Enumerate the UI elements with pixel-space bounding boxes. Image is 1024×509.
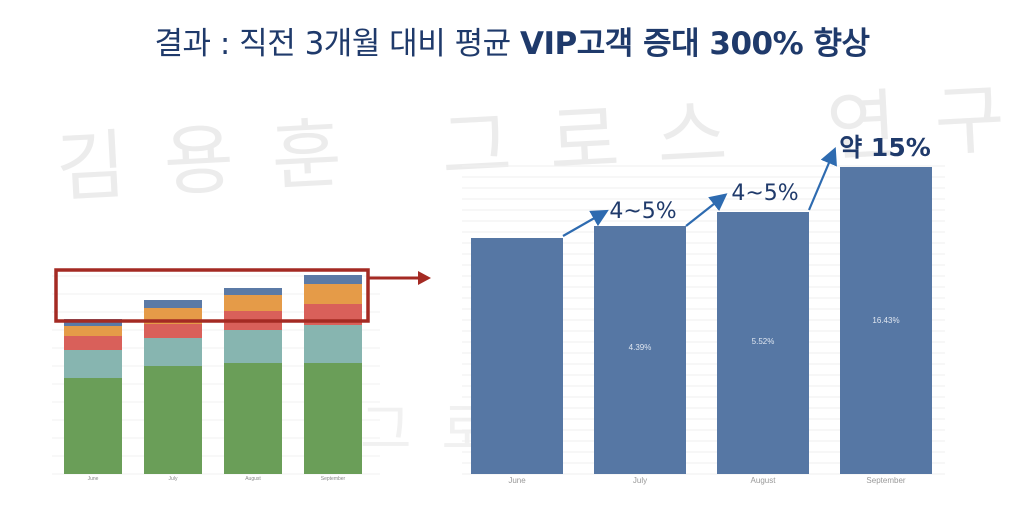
right-bar bbox=[594, 226, 686, 474]
growth-annotation: 4~5% bbox=[731, 181, 798, 206]
left-bar-segment bbox=[64, 336, 122, 350]
left-bar-segment bbox=[144, 324, 202, 338]
right-tick-label: June bbox=[508, 476, 526, 485]
left-bar-segment bbox=[224, 363, 282, 474]
left-bar-segment bbox=[224, 288, 282, 295]
right-tick-label: September bbox=[866, 476, 905, 485]
left-stacked-chart: June July August September bbox=[52, 275, 380, 482]
left-bar-segment bbox=[304, 325, 362, 363]
right-bar bbox=[840, 167, 932, 474]
right-bar bbox=[471, 238, 563, 474]
right-bar-label: 5.52% bbox=[752, 337, 775, 346]
left-bar-segment bbox=[304, 363, 362, 474]
right-bar-chart: June 4.39% July 5.52% August 16.43% September bbox=[462, 165, 945, 485]
growth-annotation: 4~5% bbox=[609, 199, 676, 224]
right-bar bbox=[717, 212, 809, 474]
left-bar-segment bbox=[144, 300, 202, 308]
left-bar-segment bbox=[304, 275, 362, 284]
left-bar-segment bbox=[224, 330, 282, 363]
growth-arrow bbox=[562, 209, 609, 237]
left-tick-label: July bbox=[169, 476, 178, 482]
left-tick-label: June bbox=[88, 476, 99, 482]
right-tick-label: July bbox=[633, 476, 647, 485]
left-bar-segment bbox=[64, 326, 122, 336]
growth-arrow bbox=[685, 193, 728, 227]
left-bar-segment bbox=[144, 338, 202, 366]
left-bar-segment bbox=[304, 284, 362, 304]
left-tick-label: August bbox=[245, 476, 261, 482]
right-tick-label: August bbox=[751, 476, 777, 485]
right-bar-label: 16.43% bbox=[872, 316, 899, 325]
slide-title: 결과 : 직전 3개월 대비 평균 VIP고객 증대 300% 향상 bbox=[0, 18, 1024, 63]
right-bar-label: 4.39% bbox=[629, 343, 652, 352]
highlight-box bbox=[54, 268, 370, 323]
left-tick-label: September bbox=[321, 476, 346, 482]
title-normal: 결과 : 직전 3개월 대비 평균 bbox=[154, 26, 520, 62]
growth-arrow bbox=[807, 146, 837, 211]
chart-overlays: 4~5% 4~5% 약 15% bbox=[54, 133, 931, 323]
title-bold: VIP고객 증대 300% 향상 bbox=[519, 26, 870, 62]
left-bar-segment bbox=[144, 366, 202, 474]
growth-annotation: 약 15% bbox=[839, 133, 931, 162]
left-bar-segment bbox=[224, 295, 282, 311]
pointer-arrowhead bbox=[418, 271, 431, 285]
left-bar-segment bbox=[64, 350, 122, 378]
left-bar-segment bbox=[64, 378, 122, 474]
